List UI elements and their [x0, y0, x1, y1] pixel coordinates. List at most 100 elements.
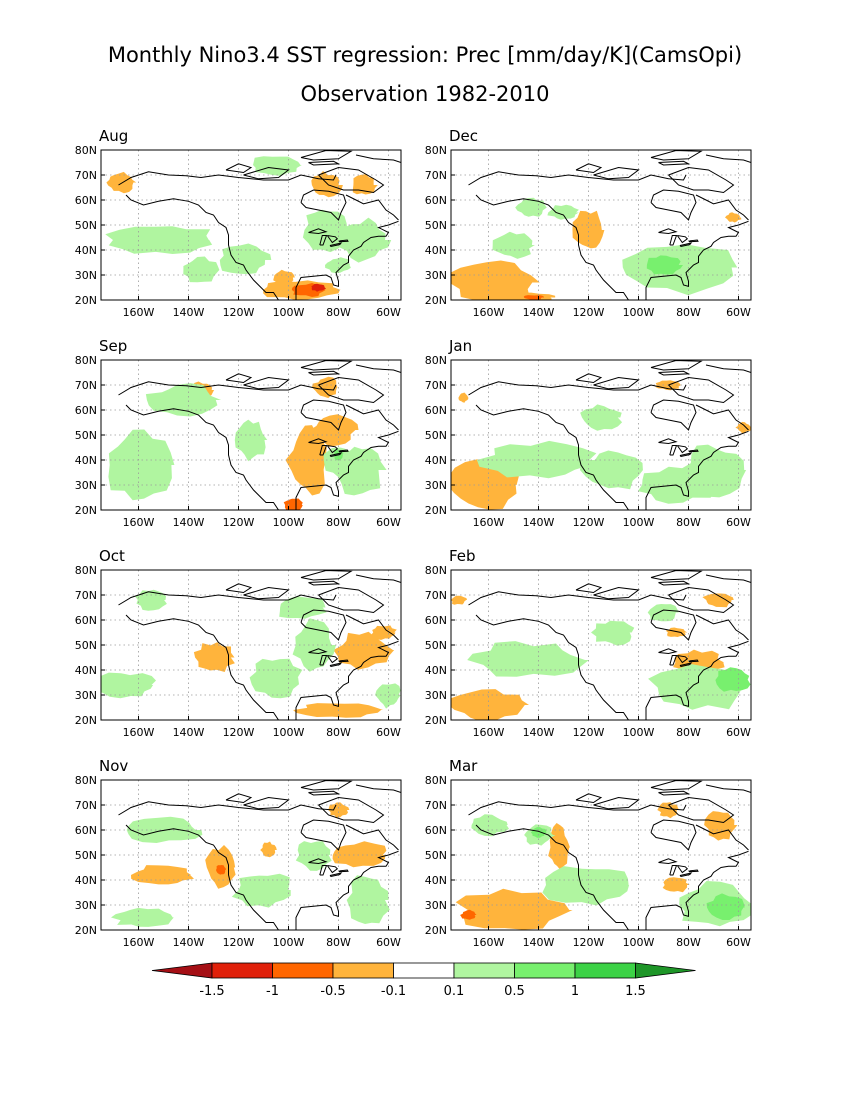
coastline [679, 242, 693, 248]
coastline [300, 609, 347, 641]
coastline [319, 235, 328, 246]
shaded-region [646, 255, 683, 275]
coastline [355, 154, 401, 163]
lat-tick-label: 30N [75, 899, 97, 912]
coastline [318, 166, 385, 194]
coastline [243, 586, 290, 600]
lat-tick-label: 40N [75, 244, 97, 257]
lon-tick-label: 100W [623, 936, 655, 949]
map-panel-jan: 160W 140W 120W 100W 80W 60W 20N 30N 40N 50N 60N 70N… [425, 337, 752, 529]
lon-tick-label: 80W [326, 306, 351, 319]
lat-tick-label: 40N [425, 874, 447, 887]
shading-layer [451, 780, 751, 930]
colorbar-box [574, 962, 636, 979]
shaded-region [530, 827, 547, 838]
shaded-region [312, 376, 338, 399]
coastline [658, 160, 691, 166]
shaded-region [249, 658, 303, 699]
lon-tick-label: 140W [523, 726, 555, 739]
lon-tick-label: 80W [326, 726, 351, 739]
lat-tick-label: 40N [425, 454, 447, 467]
panel-title: Oct [99, 547, 125, 565]
coastline [475, 614, 629, 720]
coastline [695, 404, 749, 431]
coastline [125, 404, 279, 510]
colorbar-tick-label: -1 [266, 984, 279, 999]
colorbar: -1.5 -1 -0.5 -0.1 0.1 0.5 1 1.5 [151, 962, 696, 999]
lat-tick-label: 80N [75, 354, 97, 367]
coastline [338, 449, 349, 453]
map-panel-mar: 160W 140W 120W 100W 80W 60W 20N 30N 40N 50N 60N 70N… [425, 757, 752, 949]
lon-tick-label: 120W [573, 936, 605, 949]
coastline [345, 194, 399, 221]
shaded-region [542, 866, 630, 906]
coastline [695, 824, 749, 851]
coastline [225, 163, 253, 174]
lon-tick-label: 120W [223, 306, 255, 319]
shaded-region [476, 440, 601, 479]
lat-tick-label: 40N [75, 874, 97, 887]
coastline [125, 194, 279, 300]
lat-tick-label: 60N [425, 404, 447, 417]
lat-tick-label: 30N [75, 689, 97, 702]
panel-title: Feb [449, 547, 476, 565]
shading-layer [451, 570, 751, 720]
map-panel-aug: 160W 140W 120W 100W 80W 60W 20N 30N 40N 50N 60N 70N… [75, 127, 402, 319]
shading-layer [451, 150, 751, 300]
shaded-region [375, 683, 401, 709]
coastline [705, 574, 751, 583]
lat-tick-label: 70N [75, 169, 97, 182]
coastline [688, 869, 699, 873]
shaded-region [725, 212, 742, 223]
coastline [475, 824, 629, 930]
lat-tick-label: 70N [425, 799, 447, 812]
lat-tick-label: 40N [75, 664, 97, 677]
shaded-region [662, 877, 690, 893]
coastline [650, 609, 697, 641]
lon-tick-label: 80W [326, 516, 351, 529]
lon-tick-label: 120W [223, 516, 255, 529]
lat-tick-label: 70N [425, 169, 447, 182]
shaded-region [591, 620, 635, 646]
lon-tick-label: 60W [376, 936, 401, 949]
shaded-region [352, 174, 378, 195]
lat-tick-label: 80N [75, 144, 97, 157]
shaded-region [111, 907, 174, 927]
shaded-region [706, 893, 745, 920]
coastline [225, 583, 253, 594]
lon-tick-label: 160W [123, 936, 155, 949]
coastline [593, 376, 640, 390]
lon-tick-label: 160W [473, 306, 505, 319]
shaded-region [657, 802, 680, 819]
shaded-region [679, 444, 747, 498]
coastline [308, 160, 341, 166]
figure-title: Monthly Nino3.4 SST regression: Prec [mm… [108, 43, 742, 67]
colorbar-tick-label: -1.5 [199, 984, 224, 999]
shaded-region [471, 814, 509, 837]
coastline [243, 796, 290, 810]
shaded-region [234, 419, 268, 462]
coastline [593, 166, 640, 180]
lon-tick-label: 80W [676, 726, 701, 739]
panel-title: Jan [448, 337, 472, 355]
coastline [125, 824, 279, 930]
coastline [355, 364, 401, 373]
lon-tick-label: 120W [573, 516, 605, 529]
lat-tick-label: 70N [425, 589, 447, 602]
lat-tick-label: 50N [425, 219, 447, 232]
coastline [475, 404, 629, 510]
colorbar-box [393, 962, 455, 979]
coastline [658, 438, 678, 445]
coastline [295, 220, 399, 300]
colorbar-max-arrow [635, 962, 696, 979]
coastline [650, 570, 703, 581]
coastline [326, 445, 339, 454]
shaded-region [216, 865, 226, 875]
lat-tick-label: 20N [75, 294, 97, 307]
coastline [669, 445, 678, 456]
coastline [300, 819, 347, 851]
coastline [650, 360, 703, 371]
shaded-region [145, 383, 222, 417]
lon-tick-label: 100W [623, 306, 655, 319]
